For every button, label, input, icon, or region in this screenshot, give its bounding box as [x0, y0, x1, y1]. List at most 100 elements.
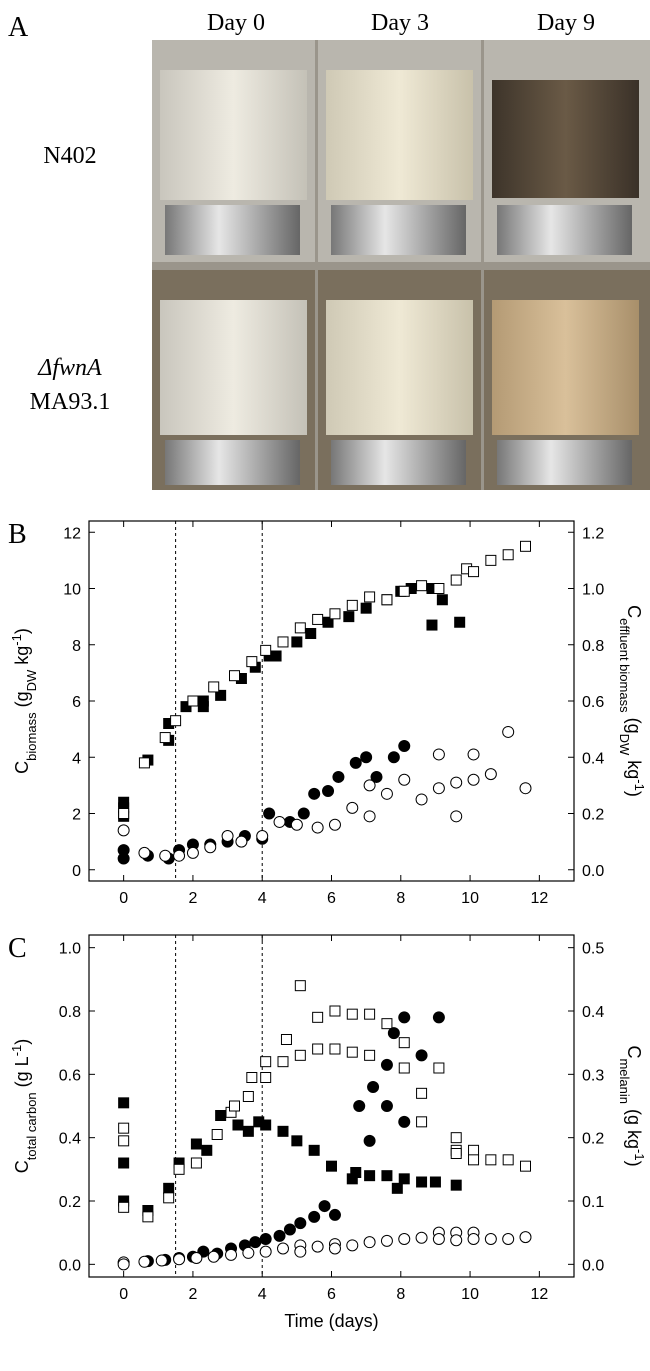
data-point: [367, 1081, 380, 1093]
panel-letter: A: [8, 12, 29, 43]
y-tick-label: 0.8: [59, 1004, 81, 1021]
data-point: [256, 830, 269, 842]
data-point: [215, 689, 227, 701]
data-point: [138, 1255, 151, 1268]
data-point: [450, 776, 463, 789]
label-part: DW: [618, 734, 633, 756]
data-point: [363, 1236, 376, 1249]
row-label: ΔfwnA: [37, 355, 102, 381]
photo-grid: [152, 40, 650, 490]
data-point: [117, 852, 130, 865]
y2-tick-label: 0.4: [582, 750, 604, 767]
data-point: [290, 818, 303, 831]
label-part: ): [624, 1161, 644, 1167]
label-part: -1: [633, 1149, 648, 1161]
y-tick-label: 8: [72, 638, 81, 655]
label-part: ): [12, 628, 32, 634]
data-point: [235, 835, 248, 848]
y2-tick-label: 0.5: [582, 941, 604, 958]
data-point: [190, 1252, 203, 1264]
x-tick-label: 6: [327, 1286, 336, 1303]
chart: C 0 2 4 6 8 10 12 0.0 0.2 0.4 0.6 0.8 1.0 0.0 0.1 0.2 0.3…: [8, 933, 648, 1331]
data-point: [381, 594, 393, 606]
y2-tick-label: 0.0: [582, 1257, 604, 1274]
data-point: [450, 1132, 462, 1144]
data-point: [246, 656, 258, 668]
data-point: [260, 1072, 272, 1083]
label-part: ): [624, 791, 644, 797]
data-point: [329, 1043, 341, 1055]
data-point: [432, 748, 445, 761]
data-point: [415, 1231, 428, 1244]
label-part: (g: [624, 713, 644, 734]
data-point: [328, 1208, 341, 1221]
data-point: [297, 807, 310, 820]
data-point: [201, 1144, 213, 1156]
label-part: kg: [12, 646, 32, 670]
x-tick-label: 4: [258, 1286, 267, 1303]
data-point: [277, 1056, 289, 1068]
data-point: [346, 1046, 358, 1058]
y2-tick-label: 1.0: [582, 582, 604, 599]
data-point: [190, 1157, 202, 1169]
data-point: [173, 1163, 185, 1175]
data-point: [468, 1144, 480, 1156]
data-point: [259, 1233, 272, 1245]
data-point: [398, 1233, 411, 1245]
data-point: [502, 1154, 514, 1166]
x-axis-title: Time (days): [284, 1311, 378, 1331]
data-point: [350, 1167, 362, 1178]
y2-tick-label: 0.4: [582, 1004, 604, 1021]
data-point: [118, 1201, 130, 1213]
data-point: [484, 768, 497, 781]
data-point: [519, 1231, 532, 1244]
data-point: [118, 1122, 130, 1134]
data-point: [118, 808, 130, 819]
data-point: [326, 1160, 337, 1172]
chart: B 0 2 4 6 8 10 12 0 2 4 6 8 10 12 0.0 0.2 0.4 0.6 0.8 1.0 1.2…: [8, 519, 648, 907]
label-part: effluent biomass: [618, 618, 633, 713]
label-part: C: [12, 1160, 32, 1173]
data-point: [180, 701, 192, 713]
data-point: [432, 1233, 445, 1245]
data-point: [312, 613, 324, 625]
y-tick-label: 0.0: [59, 1257, 81, 1274]
panel-letter: C: [8, 933, 27, 964]
data-point: [353, 1100, 366, 1112]
data-point: [308, 1210, 321, 1223]
y-tick-label: 12: [63, 525, 81, 542]
data-point: [346, 1008, 358, 1020]
data-point: [280, 1034, 292, 1045]
data-point: [221, 830, 234, 842]
row-label: N402: [43, 143, 96, 169]
data-point: [328, 1242, 341, 1255]
photo: [318, 40, 481, 262]
data-point: [360, 751, 373, 764]
data-point: [363, 1134, 376, 1147]
data-point: [159, 732, 171, 744]
label-part: biomass: [24, 712, 39, 761]
label-part: (g kg: [624, 1104, 644, 1149]
data-point: [416, 1176, 428, 1188]
data-point: [468, 566, 480, 578]
label-part: DW: [24, 669, 39, 691]
data-point: [159, 849, 172, 862]
label-part: C: [624, 1045, 644, 1058]
data-point: [229, 670, 240, 682]
data-point: [391, 1182, 403, 1194]
data-point: [502, 1233, 515, 1245]
plot-frame: [88, 520, 575, 882]
photo: [152, 270, 315, 490]
y2-axis-title: Cmelanin (g kg-1): [618, 1045, 648, 1166]
data-point: [416, 1087, 428, 1099]
x-tick-label: 0: [119, 1286, 128, 1303]
x-tick-label: 12: [530, 1286, 548, 1303]
data-point: [398, 773, 411, 786]
y2-tick-label: 0.6: [582, 694, 604, 711]
data-point: [364, 591, 376, 603]
label-part: melanin: [618, 1058, 633, 1104]
panel-letter: B: [8, 519, 27, 550]
data-point: [260, 644, 272, 656]
label-part: -1: [9, 1045, 24, 1057]
